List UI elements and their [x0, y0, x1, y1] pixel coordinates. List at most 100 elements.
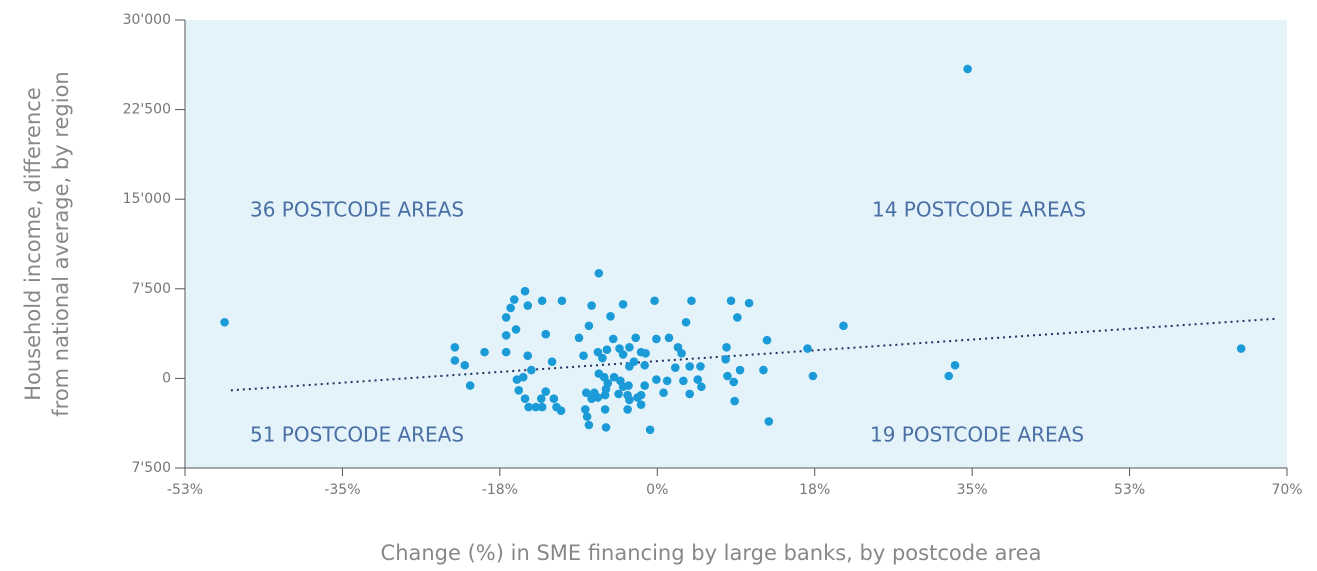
point	[584, 321, 594, 331]
point	[625, 395, 634, 405]
point	[527, 365, 536, 375]
point	[480, 347, 489, 357]
point	[744, 298, 754, 308]
point	[696, 362, 705, 371]
point	[606, 311, 615, 321]
point	[511, 325, 521, 334]
point	[640, 381, 649, 390]
y-tick-label: 15'000	[123, 191, 171, 207]
point	[652, 375, 661, 384]
point	[512, 375, 522, 384]
point	[582, 412, 592, 421]
point	[587, 301, 596, 310]
y-tick-label: 7'500	[132, 281, 171, 297]
point	[733, 313, 742, 322]
point	[524, 402, 533, 412]
point	[631, 333, 640, 343]
point	[681, 317, 691, 327]
point	[721, 354, 730, 364]
point	[520, 394, 530, 404]
point	[598, 353, 607, 363]
point	[645, 425, 655, 435]
point	[730, 396, 739, 406]
point	[460, 360, 470, 370]
point	[594, 268, 604, 278]
x-tick-label: 35%	[957, 482, 988, 498]
point	[1236, 344, 1246, 353]
point	[664, 333, 674, 343]
point	[603, 378, 613, 388]
point	[618, 350, 628, 359]
x-tick-label: -35%	[324, 482, 360, 498]
point	[608, 334, 618, 344]
point	[537, 296, 547, 306]
point	[636, 400, 646, 409]
point	[808, 371, 818, 381]
x-tick-label: 18%	[799, 482, 830, 498]
y-axis-label: from national average, by region	[49, 71, 73, 417]
x-axis-label: Change (%) in SME financing by large ban…	[381, 541, 1042, 565]
point	[697, 382, 706, 392]
point	[514, 386, 524, 395]
point	[762, 335, 772, 345]
point	[735, 365, 745, 375]
x-tick-label: -18%	[482, 482, 518, 498]
point	[581, 388, 591, 398]
y-tick-label: 0	[162, 370, 171, 386]
plot-area	[185, 20, 1287, 468]
point	[523, 351, 533, 361]
point	[509, 295, 519, 304]
point	[536, 394, 546, 404]
point	[600, 405, 610, 414]
point	[624, 381, 633, 390]
point	[729, 377, 739, 387]
point	[614, 389, 623, 399]
point	[759, 365, 768, 375]
y-tick-label: 30'000	[123, 12, 171, 28]
point	[547, 357, 557, 366]
point	[602, 345, 612, 355]
point	[579, 351, 588, 361]
point	[625, 343, 634, 352]
point	[950, 360, 960, 370]
point	[723, 371, 732, 381]
point	[618, 300, 628, 309]
trend-line	[230, 317, 1278, 392]
point	[609, 372, 619, 382]
point	[593, 347, 603, 357]
point	[687, 296, 696, 306]
point	[531, 402, 541, 412]
point	[839, 321, 848, 331]
point	[652, 334, 661, 344]
point	[963, 64, 972, 74]
point	[636, 390, 646, 400]
point	[501, 331, 511, 340]
point	[693, 375, 703, 384]
point	[685, 362, 694, 371]
point	[520, 286, 530, 296]
quadrant-label: 36 POSTCODE AREAS	[250, 198, 464, 222]
point	[501, 347, 511, 357]
point	[537, 402, 547, 412]
x-tick-label: -53%	[167, 482, 203, 498]
point	[641, 349, 650, 358]
point	[465, 381, 475, 390]
point	[659, 388, 668, 398]
point	[541, 387, 551, 396]
point	[506, 303, 515, 313]
point	[679, 376, 688, 386]
point	[549, 394, 559, 404]
point	[220, 317, 229, 327]
point	[726, 296, 736, 306]
y-axis-label: Household income, difference	[21, 87, 45, 401]
point	[764, 417, 774, 426]
y-tick-label: 7'500	[132, 460, 171, 476]
point	[670, 363, 680, 372]
point	[581, 405, 590, 414]
point	[450, 343, 460, 352]
point	[662, 376, 672, 386]
y-tick-label: 22'500	[123, 102, 171, 118]
point	[501, 313, 511, 322]
point	[450, 356, 460, 365]
point	[623, 405, 632, 414]
